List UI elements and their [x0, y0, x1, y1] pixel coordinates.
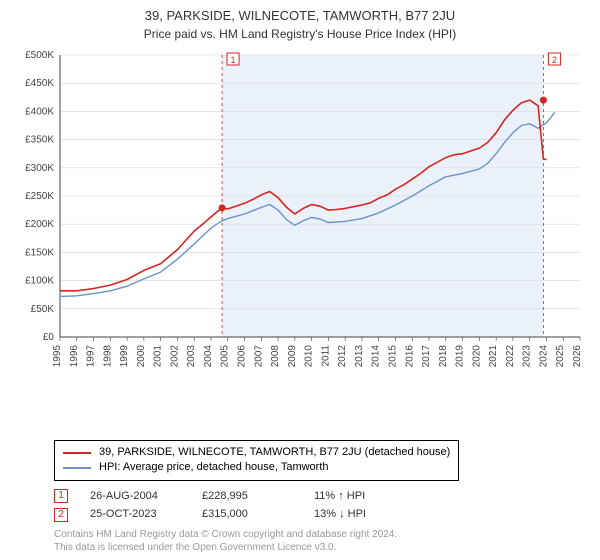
marker-row: 1 26-AUG-2004 £228,995 11% ↑ HPI — [54, 487, 588, 506]
svg-text:2021: 2021 — [488, 344, 499, 367]
footer-attribution: Contains HM Land Registry data © Crown c… — [54, 528, 588, 554]
svg-text:2008: 2008 — [270, 344, 281, 367]
svg-text:£300K: £300K — [25, 163, 54, 174]
svg-text:2020: 2020 — [471, 344, 482, 367]
svg-text:£350K: £350K — [25, 134, 54, 145]
legend-swatch — [63, 467, 91, 469]
marker-table: 1 26-AUG-2004 £228,995 11% ↑ HPI 2 25-OCT-202… — [54, 487, 588, 524]
svg-text:2004: 2004 — [203, 344, 214, 367]
page-subtitle: Price paid vs. HM Land Registry's House … — [12, 27, 588, 41]
svg-text:2017: 2017 — [421, 344, 432, 367]
svg-text:2002: 2002 — [169, 344, 180, 367]
marker-delta: 13% ↓ HPI — [314, 505, 404, 524]
legend-label: HPI: Average price, detached house, Tamw… — [99, 460, 329, 475]
svg-text:£400K: £400K — [25, 106, 54, 117]
svg-text:2026: 2026 — [572, 344, 583, 367]
svg-text:2: 2 — [552, 55, 557, 65]
legend-label: 39, PARKSIDE, WILNECOTE, TAMWORTH, B77 2… — [99, 445, 450, 460]
svg-text:2012: 2012 — [337, 344, 348, 367]
svg-text:£450K: £450K — [25, 78, 54, 89]
svg-text:1996: 1996 — [69, 344, 80, 367]
legend-row: 39, PARKSIDE, WILNECOTE, TAMWORTH, B77 2… — [63, 445, 450, 460]
svg-text:2016: 2016 — [404, 344, 415, 367]
marker-date: 25-OCT-2023 — [90, 505, 180, 524]
chart-svg: £0 £50K £100K £150K £200K £250K £300K £350K £400… — [12, 49, 588, 369]
svg-text:2023: 2023 — [522, 344, 533, 367]
svg-text:1995: 1995 — [52, 344, 63, 367]
svg-text:£500K: £500K — [25, 50, 54, 61]
page-title: 39, PARKSIDE, WILNECOTE, TAMWORTH, B77 2… — [12, 8, 588, 25]
svg-text:2022: 2022 — [505, 344, 516, 367]
svg-text:£0: £0 — [43, 332, 55, 343]
svg-text:2006: 2006 — [237, 344, 248, 367]
svg-text:2007: 2007 — [253, 344, 264, 367]
svg-text:2019: 2019 — [455, 344, 466, 367]
svg-text:2009: 2009 — [287, 344, 298, 367]
svg-text:2024: 2024 — [538, 344, 549, 367]
svg-text:1999: 1999 — [119, 344, 130, 367]
svg-text:£250K: £250K — [25, 191, 54, 202]
svg-text:2005: 2005 — [220, 344, 231, 367]
svg-text:2018: 2018 — [438, 344, 449, 367]
svg-text:1998: 1998 — [102, 344, 113, 367]
svg-text:2011: 2011 — [320, 344, 331, 366]
legend-swatch — [63, 452, 91, 454]
svg-text:2003: 2003 — [186, 344, 197, 367]
svg-text:£50K: £50K — [31, 304, 55, 315]
legend-row: HPI: Average price, detached house, Tamw… — [63, 460, 450, 475]
marker-row: 2 25-OCT-2023 £315,000 13% ↓ HPI — [54, 505, 588, 524]
marker-date: 26-AUG-2004 — [90, 487, 180, 506]
svg-text:1997: 1997 — [86, 344, 97, 367]
legend: 39, PARKSIDE, WILNECOTE, TAMWORTH, B77 2… — [54, 440, 459, 481]
svg-text:2025: 2025 — [555, 344, 566, 367]
svg-text:£150K: £150K — [25, 247, 54, 258]
svg-text:2013: 2013 — [354, 344, 365, 367]
svg-text:£200K: £200K — [25, 219, 54, 230]
svg-text:2014: 2014 — [371, 344, 382, 367]
svg-text:£100K: £100K — [25, 275, 54, 286]
marker-price: £228,995 — [202, 487, 292, 506]
marker-badge: 2 — [54, 508, 68, 522]
svg-text:2000: 2000 — [136, 344, 147, 367]
marker-price: £315,000 — [202, 505, 292, 524]
svg-text:2015: 2015 — [387, 344, 398, 367]
footer-line: This data is licensed under the Open Gov… — [54, 541, 588, 554]
svg-text:2001: 2001 — [153, 344, 164, 367]
footer-line: Contains HM Land Registry data © Crown c… — [54, 528, 588, 541]
svg-text:2010: 2010 — [304, 344, 315, 367]
marker-delta: 11% ↑ HPI — [314, 487, 404, 506]
svg-text:1: 1 — [231, 55, 236, 65]
marker-badge: 1 — [54, 489, 68, 503]
price-chart: £0 £50K £100K £150K £200K £250K £300K £350K £400… — [12, 49, 588, 434]
